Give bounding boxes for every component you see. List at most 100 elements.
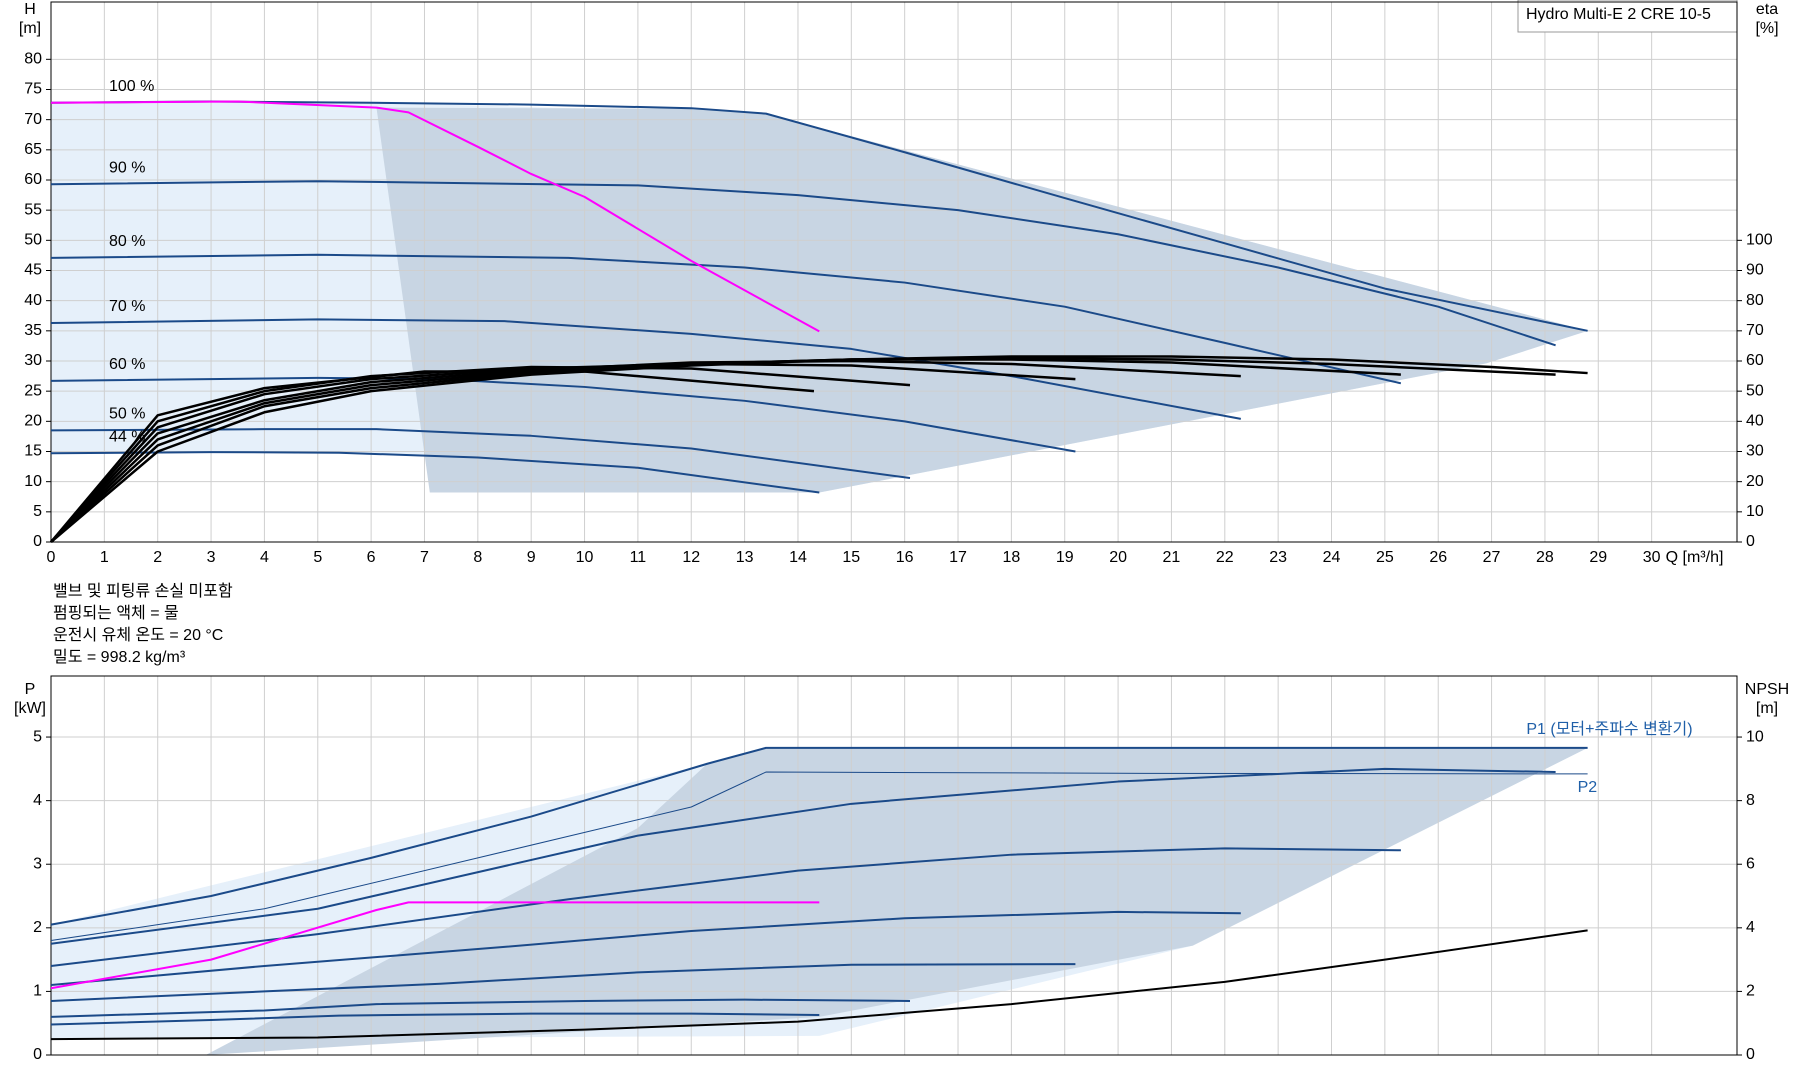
y2-tick-label: 6 [1746,855,1755,872]
series-label: 70 % [109,298,145,315]
y-tick-label: 35 [24,322,42,339]
y-tick-label: 60 [24,171,42,188]
x-tick-label: 26 [1429,549,1447,566]
x-tick-label: 30 [1643,549,1661,566]
x-tick-label: 13 [736,549,754,566]
x-tick-label: 29 [1589,549,1607,566]
y-tick-label: 70 [24,111,42,128]
y2-tick-label: 50 [1746,382,1764,399]
curve [50,963,1076,1002]
series-label: P1 (모터+주파수 변환기) [1526,720,1692,738]
y-tick-label: 80 [24,51,42,68]
x-tick-label: 16 [896,549,914,566]
y2-tick-label: 10 [1746,503,1764,520]
y-tick-label: 55 [24,201,42,218]
series-label: 90 % [109,159,145,176]
x-tick-label: 24 [1323,549,1341,566]
note: 밸브 및 피팅류 손실 미포함 [53,582,233,600]
curve [50,100,820,333]
plot-frame [50,1,1738,543]
y-tick-label: 15 [24,443,42,460]
series-label: 60 % [109,356,145,373]
x-tick-label: 3 [207,549,216,566]
y-tick-label: 30 [24,352,42,369]
curve [50,253,1402,385]
y2-tick-label: 0 [1746,1046,1755,1063]
x-tick-label: 2 [153,549,162,566]
y2-axis-unit: [m] [1756,700,1778,717]
x-tick-label: 18 [1002,549,1020,566]
curve [50,767,1556,945]
y-axis-unit: [kW] [14,700,46,717]
curve [50,910,1241,987]
curve [50,929,1588,1041]
x-tick-label: 23 [1269,549,1287,566]
note: 운전시 유체 온도 = 20 °C [53,626,223,644]
x-tick-label: 21 [1163,549,1181,566]
y-tick-label: 25 [24,382,42,399]
x-tick-label: 22 [1216,549,1234,566]
y-tick-label: 50 [24,232,42,249]
x-tick-label: 11 [630,549,647,566]
y2-axis-unit: [%] [1755,20,1778,37]
y2-tick-label: 10 [1746,728,1764,745]
y-tick-label: 40 [24,292,42,309]
series-label: 100 % [109,78,154,95]
y2-axis-label: NPSH [1745,681,1789,698]
x-tick-label: 7 [420,549,429,566]
curve [50,451,820,494]
curve [50,998,911,1018]
x-tick-label: 19 [1056,549,1074,566]
y2-tick-label: 90 [1746,262,1764,279]
x-tick-label: 25 [1376,549,1394,566]
x-tick-label: 12 [682,549,700,566]
y2-tick-label: 4 [1746,919,1755,936]
y-axis-unit: [m] [19,20,41,37]
y2-tick-label: 80 [1746,292,1764,309]
y2-tick-label: 20 [1746,473,1764,490]
x-axis-label: Q [m³/h] [1666,549,1724,566]
curve [50,359,1241,543]
x-tick-label: 5 [313,549,322,566]
y-tick-label: 65 [24,141,42,158]
x-tick-label: 15 [842,549,860,566]
x-tick-label: 8 [473,549,482,566]
x-tick-label: 6 [367,549,376,566]
curve [50,428,911,480]
y-tick-label: 4 [33,792,42,809]
curve [50,1012,820,1026]
curve [50,100,1588,332]
y2-axis-label: eta [1756,1,1778,18]
curve [50,370,815,543]
x-tick-label: 27 [1483,549,1501,566]
x-tick-label: 28 [1536,549,1554,566]
curve [50,847,1401,967]
y-axis-label: H [24,1,36,18]
y2-tick-label: 70 [1746,322,1764,339]
y2-tick-label: 100 [1746,232,1773,249]
y-tick-label: 20 [24,413,42,430]
y-tick-label: 75 [24,81,42,98]
y2-tick-label: 60 [1746,352,1764,369]
y2-tick-label: 30 [1746,443,1764,460]
x-tick-label: 17 [949,549,967,566]
note: 펌핑되는 액체 = 물 [53,604,179,622]
y2-tick-label: 40 [1746,413,1764,430]
y-tick-label: 0 [33,1046,42,1063]
x-tick-label: 10 [576,549,594,566]
curve [50,771,1588,942]
title-box [1517,0,1738,33]
curve [50,362,1076,543]
series-label: P2 [1578,779,1598,796]
y-tick-label: 5 [33,503,42,520]
curve [50,901,820,990]
curve [50,376,1076,453]
series-label: 80 % [109,233,145,250]
y2-tick-label: 2 [1746,983,1755,1000]
plot-frame [50,675,1738,1056]
y-axis-label: P [25,681,36,698]
operating-area [376,107,1588,493]
x-tick-label: 14 [789,549,807,566]
y-tick-label: 2 [33,919,42,936]
